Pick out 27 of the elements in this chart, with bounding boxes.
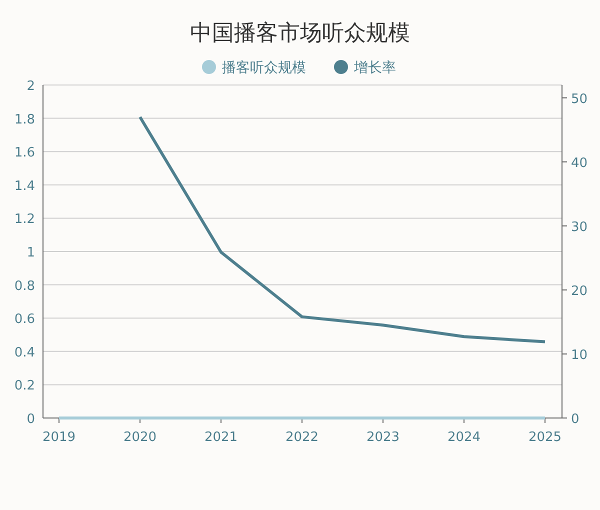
x-tick-label: 2020 [123,430,157,445]
x-tick-label: 2023 [366,430,400,445]
y-tick-label: 2 [26,79,35,94]
y-tick-label: 1.4 [14,178,35,194]
x-tick-label: 2021 [204,430,238,445]
y2-tick-label: 0 [571,412,580,427]
y2-tick-label: 30 [571,220,588,235]
y2-tick-label: 40 [571,156,588,171]
y-tick-label: 1.8 [14,112,35,128]
y-tick-label: 1.2 [14,212,35,228]
x-tick-label: 2025 [528,430,562,445]
x-tick-label: 2019 [42,430,76,445]
y-tick-label: 0.6 [14,312,35,328]
y2-tick-label: 50 [571,92,588,107]
y-tick-label: 1 [26,246,35,260]
y-tick-label: 0 [26,412,35,427]
y2-tick-label: 10 [571,348,588,363]
legend-label: 播客听众规模 [222,60,306,76]
chart-title: 中国播客市场听众规模 [190,21,410,46]
y-tick-label: 1.6 [14,146,35,161]
y2-tick-label: 20 [571,284,588,299]
legend-label: 增长率 [353,60,396,76]
y-tick-label: 0.8 [14,278,35,294]
y-tick-label: 0.2 [14,378,35,394]
y-tick-label: 0.4 [14,345,35,360]
x-tick-label: 2024 [447,430,481,445]
x-tick-label: 2022 [285,430,319,445]
